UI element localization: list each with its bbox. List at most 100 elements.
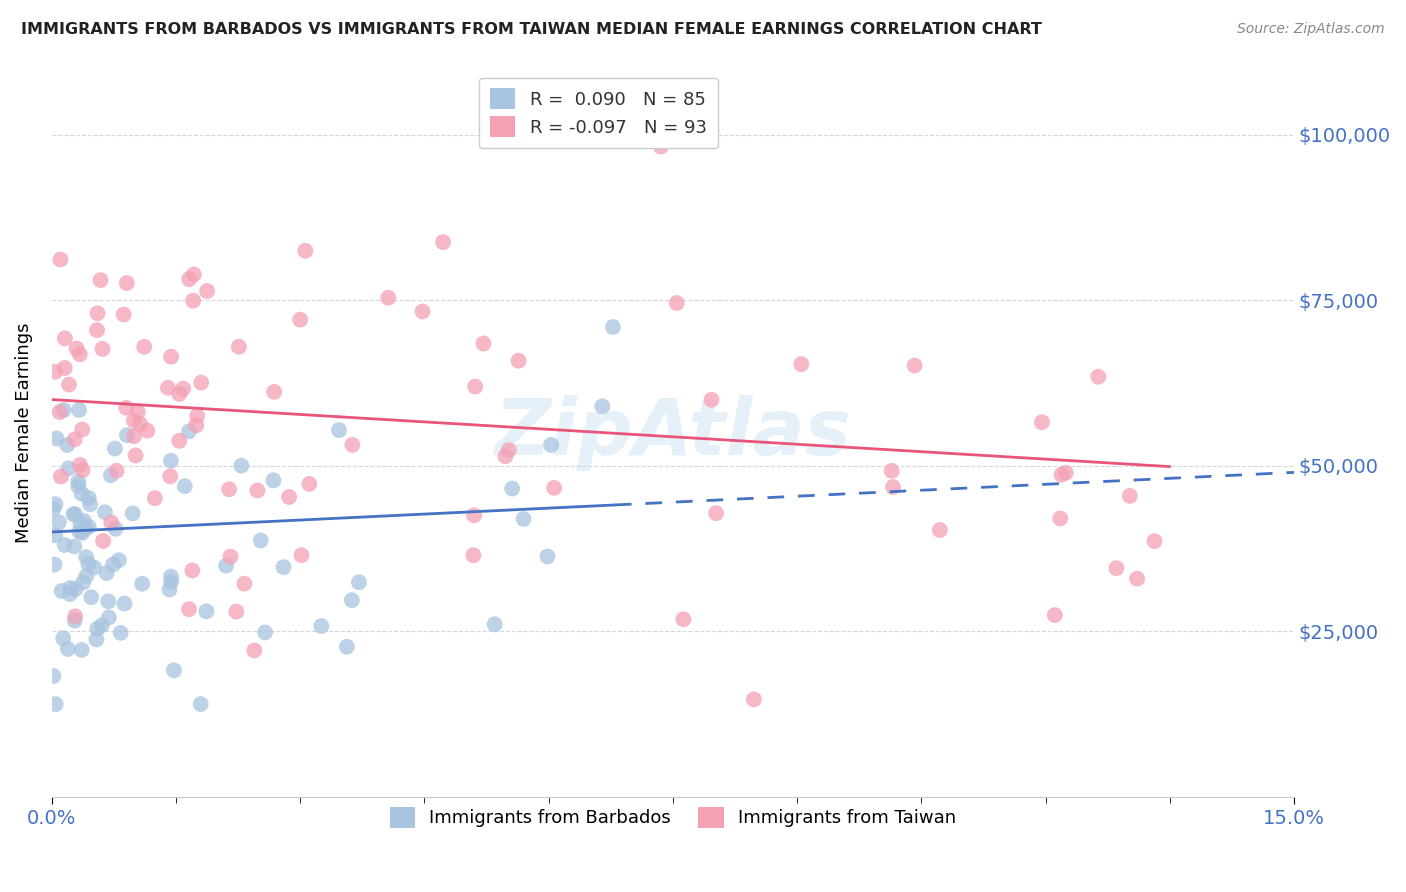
Point bbox=[602, 320, 624, 334]
Point bbox=[122, 413, 145, 427]
Point bbox=[412, 304, 434, 318]
Point bbox=[44, 365, 66, 379]
Point bbox=[44, 528, 66, 542]
Point bbox=[1050, 467, 1073, 482]
Point bbox=[52, 632, 75, 646]
Point bbox=[97, 594, 120, 608]
Point bbox=[432, 235, 454, 249]
Point bbox=[72, 525, 94, 540]
Point bbox=[94, 505, 117, 519]
Point bbox=[665, 296, 688, 310]
Point bbox=[67, 475, 90, 489]
Point bbox=[347, 575, 370, 590]
Point bbox=[114, 597, 136, 611]
Point bbox=[45, 697, 67, 711]
Point bbox=[51, 584, 73, 599]
Point bbox=[86, 306, 108, 320]
Point bbox=[195, 284, 218, 298]
Point bbox=[484, 617, 506, 632]
Point bbox=[105, 464, 128, 478]
Point bbox=[104, 442, 127, 456]
Point bbox=[63, 507, 86, 521]
Point bbox=[90, 618, 112, 632]
Point bbox=[498, 443, 520, 458]
Point bbox=[160, 569, 183, 583]
Point bbox=[53, 331, 76, 345]
Point bbox=[67, 479, 90, 493]
Point bbox=[1087, 369, 1109, 384]
Point bbox=[42, 502, 65, 516]
Point bbox=[45, 432, 67, 446]
Point bbox=[1043, 608, 1066, 623]
Point bbox=[156, 381, 179, 395]
Point bbox=[96, 566, 118, 580]
Point bbox=[262, 474, 284, 488]
Point bbox=[904, 359, 927, 373]
Point bbox=[928, 523, 950, 537]
Point bbox=[700, 392, 723, 407]
Point bbox=[501, 482, 523, 496]
Point bbox=[186, 418, 208, 433]
Point bbox=[48, 516, 70, 530]
Point bbox=[101, 558, 124, 572]
Point bbox=[115, 276, 138, 290]
Point bbox=[63, 540, 86, 554]
Point bbox=[163, 664, 186, 678]
Point bbox=[704, 506, 727, 520]
Text: ZipAtlas: ZipAtlas bbox=[495, 394, 852, 471]
Point bbox=[742, 692, 765, 706]
Point bbox=[79, 497, 101, 511]
Point bbox=[172, 382, 194, 396]
Point bbox=[104, 522, 127, 536]
Point bbox=[49, 252, 72, 267]
Point bbox=[463, 508, 485, 523]
Point bbox=[190, 697, 212, 711]
Point bbox=[59, 587, 82, 601]
Point bbox=[278, 490, 301, 504]
Point bbox=[882, 480, 904, 494]
Point bbox=[67, 524, 90, 539]
Point bbox=[1119, 489, 1142, 503]
Point bbox=[53, 538, 76, 552]
Point bbox=[650, 139, 672, 153]
Point bbox=[115, 428, 138, 442]
Point bbox=[44, 558, 66, 572]
Point bbox=[540, 438, 562, 452]
Point bbox=[49, 469, 72, 483]
Point bbox=[80, 591, 103, 605]
Point bbox=[231, 458, 253, 473]
Point bbox=[167, 387, 190, 401]
Point bbox=[1105, 561, 1128, 575]
Point bbox=[160, 453, 183, 467]
Point bbox=[508, 353, 530, 368]
Point bbox=[160, 350, 183, 364]
Point bbox=[1126, 572, 1149, 586]
Point bbox=[179, 272, 201, 286]
Point bbox=[72, 575, 94, 590]
Point bbox=[243, 643, 266, 657]
Point bbox=[70, 423, 93, 437]
Point bbox=[167, 434, 190, 448]
Point bbox=[70, 487, 93, 501]
Point bbox=[77, 520, 100, 534]
Point bbox=[342, 438, 364, 452]
Point bbox=[72, 463, 94, 477]
Point bbox=[48, 405, 70, 419]
Point bbox=[159, 469, 181, 483]
Point bbox=[195, 604, 218, 618]
Point bbox=[233, 576, 256, 591]
Point bbox=[70, 643, 93, 657]
Point bbox=[1031, 415, 1053, 429]
Point bbox=[89, 273, 111, 287]
Point bbox=[100, 468, 122, 483]
Point bbox=[790, 357, 813, 371]
Point bbox=[129, 417, 152, 432]
Point bbox=[464, 379, 486, 393]
Point bbox=[69, 347, 91, 361]
Point bbox=[69, 516, 91, 530]
Text: IMMIGRANTS FROM BARBADOS VS IMMIGRANTS FROM TAIWAN MEDIAN FEMALE EARNINGS CORREL: IMMIGRANTS FROM BARBADOS VS IMMIGRANTS F… bbox=[21, 22, 1042, 37]
Point bbox=[472, 336, 495, 351]
Point bbox=[100, 516, 122, 530]
Point bbox=[73, 514, 96, 528]
Point bbox=[190, 376, 212, 390]
